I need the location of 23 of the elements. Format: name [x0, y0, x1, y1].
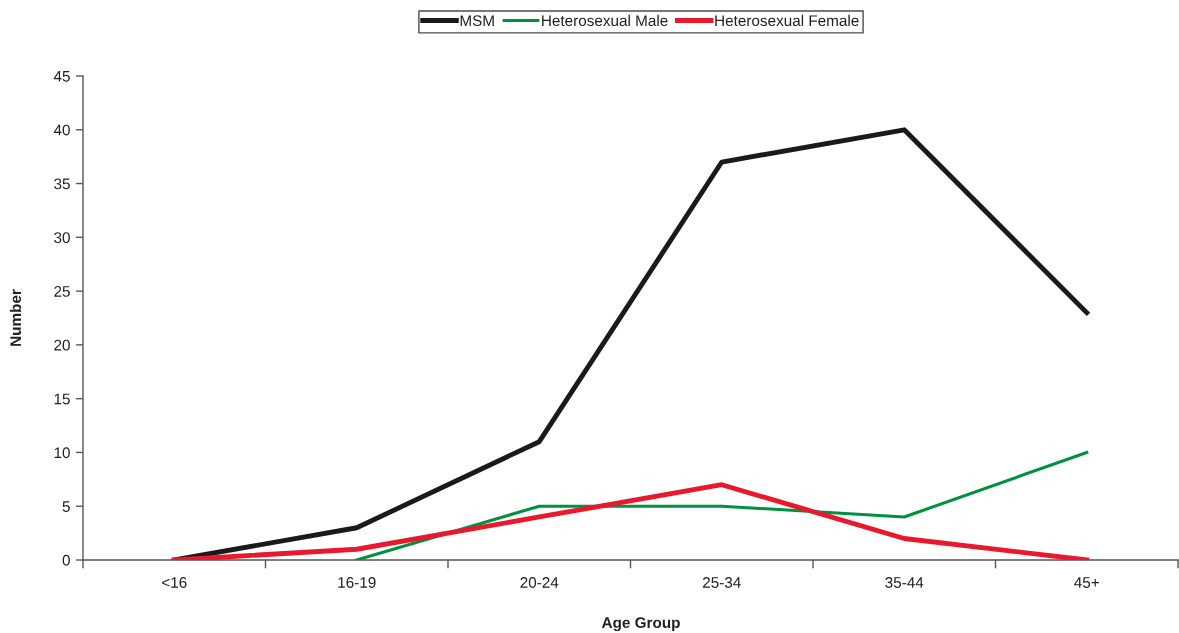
x-tick-label: <16 [162, 577, 187, 588]
x-tick-label: 45+ [1074, 577, 1099, 588]
y-tick-label: 40 [53, 124, 70, 136]
y-tick-label: 35 [54, 178, 70, 190]
y-tick-label: 5 [62, 501, 70, 512]
y-tick-label: 15 [54, 393, 70, 405]
y-tick-label: 45 [53, 71, 70, 82]
line-series [171, 482, 1090, 560]
x-axis-title: Age Group [601, 617, 680, 632]
y-tick-label: 0 [62, 554, 70, 566]
x-tick-label: 20-24 [520, 577, 559, 588]
x-tick-label: 35-44 [885, 577, 924, 588]
legend-label: Heterosexual Female [715, 14, 859, 27]
y-tick-label: 30 [54, 232, 70, 244]
legend-label: Heterosexual Male [542, 14, 668, 27]
x-tick-label: 25-34 [702, 577, 741, 588]
x-tick-label: 16-19 [338, 577, 376, 588]
legend-label: MSM [460, 15, 494, 27]
line-series [171, 127, 1090, 560]
y-tick-label: 20 [54, 339, 70, 351]
y-tick-label: 25 [54, 285, 70, 297]
y-tick-label: 10 [54, 447, 70, 459]
y-axis-title: Number [9, 289, 22, 346]
